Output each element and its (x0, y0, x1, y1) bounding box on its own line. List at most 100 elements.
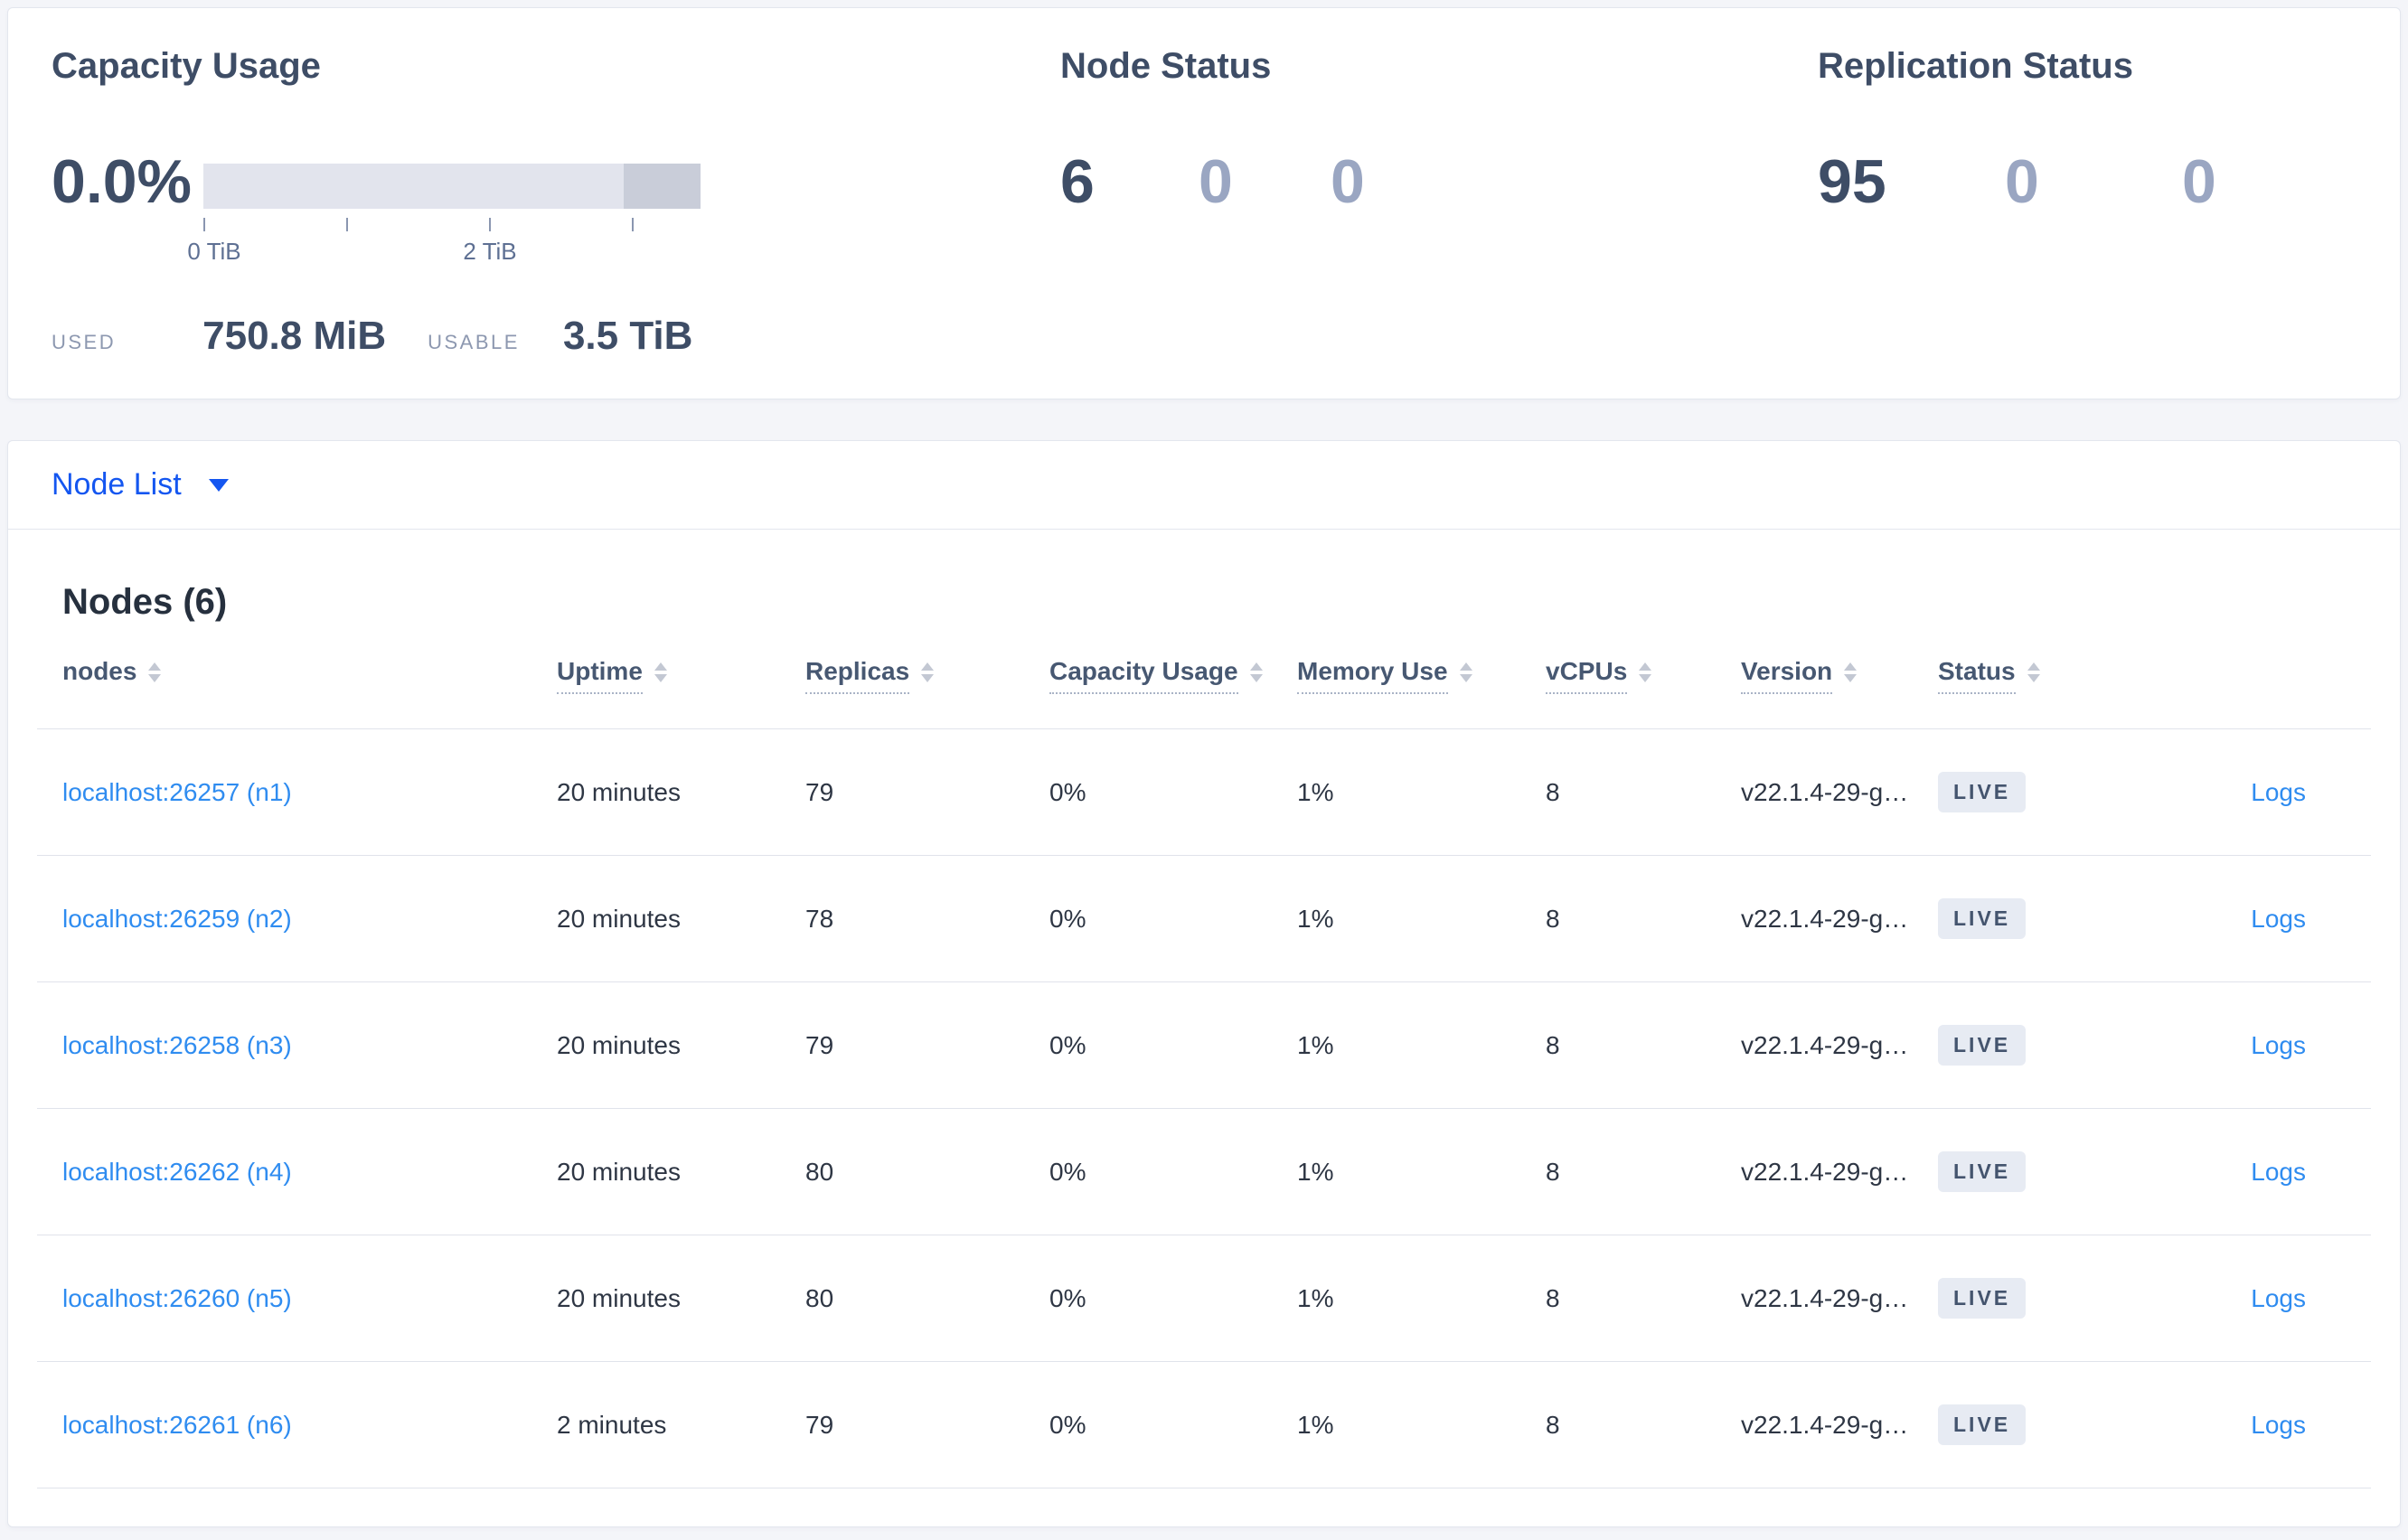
memory-use-cell: 1% (1297, 1030, 1334, 1059)
table-row: localhost:26258 (n3) 20 minutes 79 0% 1%… (37, 982, 2371, 1109)
usable-value: 3.5 TiB (562, 314, 693, 358)
node-link[interactable]: localhost:26258 (n3) (62, 1030, 292, 1059)
memory-use-cell: 1% (1297, 1157, 1334, 1186)
logs-link[interactable]: Logs (2251, 777, 2306, 806)
sort-icon[interactable] (148, 662, 162, 682)
live-nodes-value: 6 (1060, 147, 1095, 216)
nodes-card: Node List Nodes (6) nodes Uptime Replica… (7, 440, 2401, 1527)
usable-label: USABLE (428, 331, 520, 353)
logs-link[interactable]: Logs (2251, 1030, 2306, 1059)
axis-tick (632, 218, 634, 231)
column-header-memory-use[interactable]: Memory Use (1297, 657, 1546, 694)
replicas-cell: 79 (805, 1030, 834, 1059)
node-list-dropdown[interactable]: Node List (52, 467, 182, 502)
table-row: localhost:26259 (n2) 20 minutes 78 0% 1%… (37, 856, 2371, 982)
status-badge: LIVE (1938, 898, 2027, 939)
replicas-cell: 78 (805, 904, 834, 933)
cluster-summary-card: Capacity Usage 0.0% 0 TiB 2 TiB U (7, 7, 2401, 542)
memory-use-cell: 1% (1297, 1283, 1334, 1312)
version-cell: v22.1.4-29-g… (1741, 1410, 1909, 1439)
capacity-stats-row: USED 750.8 MiB USABLE 3.5 TiB (52, 314, 692, 359)
capacity-usage-cell: 0% (1049, 1283, 1086, 1312)
node-link[interactable]: localhost:26261 (n6) (62, 1410, 292, 1439)
logs-link[interactable]: Logs (2251, 1157, 2306, 1186)
column-header-status[interactable]: Status (1938, 657, 2155, 694)
sort-icon[interactable] (1249, 662, 1263, 682)
logs-link[interactable]: Logs (2251, 1283, 2306, 1312)
replicas-cell: 80 (805, 1283, 834, 1312)
vcpus-cell: 8 (1546, 1030, 1560, 1059)
column-header-capacity-usage[interactable]: Capacity Usage (1049, 657, 1297, 694)
logs-link[interactable]: Logs (2251, 904, 2306, 933)
axis-tick-label-0: 0 TiB (187, 238, 241, 265)
memory-use-cell: 1% (1297, 1410, 1334, 1439)
capacity-usage-cell: 0% (1049, 1030, 1086, 1059)
sort-icon[interactable] (654, 662, 667, 682)
capacity-meter: 0 TiB 2 TiB (187, 164, 701, 265)
node-link[interactable]: localhost:26259 (n2) (62, 904, 292, 933)
status-badge: LIVE (1938, 1151, 2027, 1192)
sort-icon[interactable] (1639, 662, 1652, 682)
nodes-table: nodes Uptime Replicas Capacity Usage Mem… (37, 623, 2371, 1488)
table-row: localhost:26257 (n1) 20 minutes 79 0% 1%… (37, 729, 2371, 856)
capacity-bar-reserved-segment (624, 164, 701, 209)
memory-use-cell: 1% (1297, 777, 1334, 806)
version-cell: v22.1.4-29-g… (1741, 777, 1909, 806)
capacity-usage-title: Capacity Usage (52, 46, 321, 86)
column-header-version[interactable]: Version (1741, 657, 1938, 694)
vcpus-cell: 8 (1546, 777, 1560, 806)
under-replicated-ranges-value: 0 (2005, 147, 2039, 216)
used-value: 750.8 MiB (202, 314, 387, 358)
version-cell: v22.1.4-29-g… (1741, 1157, 1909, 1186)
table-row: localhost:26261 (n6) 2 minutes 79 0% 1% … (37, 1362, 2371, 1488)
table-row: localhost:26260 (n5) 20 minutes 80 0% 1%… (37, 1235, 2371, 1362)
version-cell: v22.1.4-29-g… (1741, 1283, 1909, 1312)
node-status-title: Node Status (1060, 46, 1272, 86)
nodes-table-header-row: nodes Uptime Replicas Capacity Usage Mem… (37, 623, 2371, 729)
sort-icon[interactable] (2027, 662, 2040, 682)
capacity-usage-cell: 0% (1049, 1157, 1086, 1186)
node-link[interactable]: localhost:26257 (n1) (62, 777, 292, 806)
column-header-replicas[interactable]: Replicas (805, 657, 1049, 694)
status-badge: LIVE (1938, 1278, 2027, 1319)
uptime-cell: 20 minutes (557, 1030, 681, 1059)
column-header-uptime[interactable]: Uptime (557, 657, 805, 694)
logs-link[interactable]: Logs (2251, 1410, 2306, 1439)
column-header-nodes[interactable]: nodes (37, 657, 557, 694)
total-ranges-value: 95 (1818, 147, 1886, 216)
replication-status-section: Replication Status 95 TOTAL RANGES 0 UND… (1818, 8, 2396, 542)
axis-tick-label-2: 2 TiB (463, 238, 517, 265)
sort-icon[interactable] (1844, 662, 1858, 682)
sort-icon[interactable] (1459, 662, 1472, 682)
axis-tick (489, 218, 491, 231)
status-badge: LIVE (1938, 772, 2027, 812)
capacity-percent: 0.0% (52, 147, 192, 216)
node-list-dropdown-bar: Node List (8, 441, 2400, 530)
used-label: USED (52, 331, 117, 353)
replicas-cell: 79 (805, 1410, 834, 1439)
node-link[interactable]: localhost:26262 (n4) (62, 1157, 292, 1186)
vcpus-cell: 8 (1546, 1410, 1560, 1439)
nodes-heading: Nodes (6) (62, 582, 228, 622)
unavailable-ranges-value: 0 (2182, 147, 2216, 216)
capacity-meter-row: 0.0% 0 TiB 2 TiB (52, 147, 701, 265)
capacity-bar (203, 164, 701, 209)
version-cell: v22.1.4-29-g… (1741, 904, 1909, 933)
table-row: localhost:26262 (n4) 20 minutes 80 0% 1%… (37, 1109, 2371, 1235)
replication-status-title: Replication Status (1818, 46, 2133, 86)
uptime-cell: 20 minutes (557, 1283, 681, 1312)
sort-icon[interactable] (921, 662, 935, 682)
node-status-section: Node Status 6 LIVE NODES 0 SUSPECT NODES… (1060, 8, 1765, 542)
node-link[interactable]: localhost:26260 (n5) (62, 1283, 292, 1312)
column-header-vcpus[interactable]: vCPUs (1546, 657, 1741, 694)
capacity-usage-section: Capacity Usage 0.0% 0 TiB 2 TiB U (52, 8, 1001, 399)
uptime-cell: 2 minutes (557, 1410, 667, 1439)
capacity-usage-cell: 0% (1049, 1410, 1086, 1439)
suspect-nodes-value: 0 (1199, 147, 1233, 216)
replicas-cell: 80 (805, 1157, 834, 1186)
memory-use-cell: 1% (1297, 904, 1334, 933)
chevron-down-icon[interactable] (208, 478, 229, 492)
capacity-bar-usable-segment (203, 164, 624, 209)
axis-tick (346, 218, 348, 231)
